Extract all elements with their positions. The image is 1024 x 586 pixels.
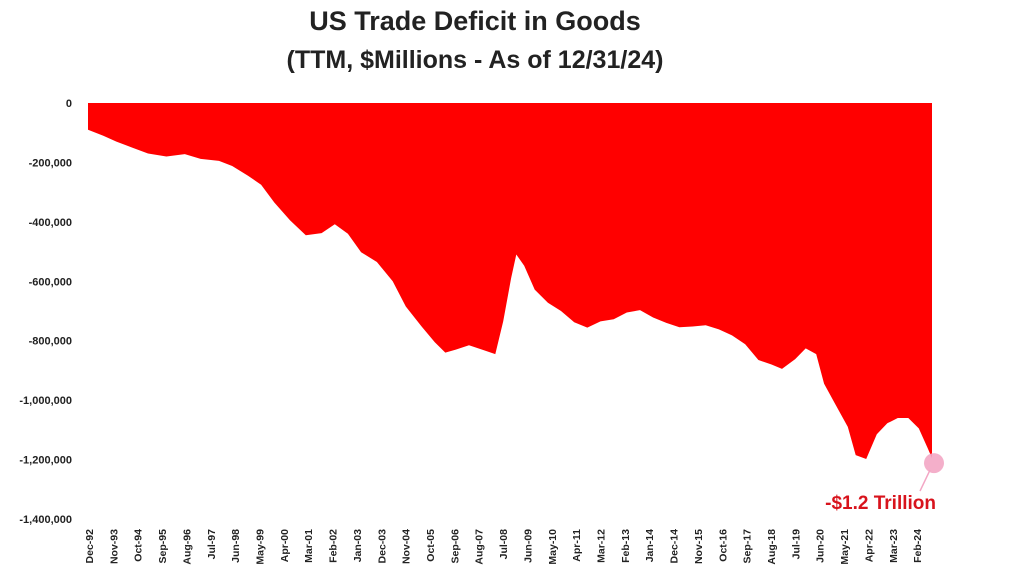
x-tick-label: Sep-95 xyxy=(157,529,169,564)
x-tick-label: Dec-92 xyxy=(84,529,96,564)
x-tick-label: Mar-23 xyxy=(888,529,900,563)
x-tick-label: Jun-20 xyxy=(815,529,827,563)
x-tick-label: Sep-17 xyxy=(742,529,754,564)
y-tick-label: -600,000 xyxy=(29,276,72,288)
y-tick-label: -1,000,000 xyxy=(19,395,72,407)
x-tick-label: Mar-01 xyxy=(303,529,315,563)
x-tick-label: Dec-14 xyxy=(669,529,681,564)
y-tick-label: -1,400,000 xyxy=(19,514,72,526)
x-tick-label: Aug-18 xyxy=(766,529,778,565)
x-tick-label: Jun-98 xyxy=(230,529,242,563)
x-tick-label: Feb-13 xyxy=(620,529,632,563)
x-tick-label: Aug-07 xyxy=(474,529,486,565)
x-tick-label: Mar-12 xyxy=(596,529,608,563)
x-tick-label: Aug-96 xyxy=(181,529,193,565)
x-tick-label: Jan-03 xyxy=(352,529,364,562)
x-tick-label: Apr-00 xyxy=(279,529,291,562)
x-tick-label: Oct-94 xyxy=(133,529,145,562)
x-tick-label: Jul-97 xyxy=(206,529,218,560)
annotation-leader-line xyxy=(919,469,931,492)
x-tick-label: Feb-24 xyxy=(912,529,924,563)
x-tick-label: Nov-15 xyxy=(693,529,705,564)
x-tick-label: Dec-03 xyxy=(376,529,388,564)
chart-subtitle: (TTM, $Millions - As of 12/31/24) xyxy=(286,46,664,74)
y-tick-label: -800,000 xyxy=(29,336,72,348)
y-tick-label: 0 xyxy=(66,98,72,110)
chart-title: US Trade Deficit in Goods xyxy=(309,6,641,36)
x-tick-label: Jul-19 xyxy=(790,529,802,560)
x-tick-label: Feb-02 xyxy=(328,529,340,563)
x-tick-label: Oct-05 xyxy=(425,529,437,562)
x-tick-label: Jan-14 xyxy=(644,529,656,562)
x-tick-label: Jul-08 xyxy=(498,529,510,560)
x-tick-label: Nov-04 xyxy=(401,529,413,564)
x-tick-label: Apr-22 xyxy=(863,529,875,562)
deficit-area xyxy=(88,103,932,459)
highlight-marker xyxy=(924,453,944,474)
y-tick-label: -1,200,000 xyxy=(19,455,72,467)
x-tick-label: Jun-09 xyxy=(522,529,534,563)
y-tick-label: -200,000 xyxy=(29,157,72,169)
y-tick-label: -400,000 xyxy=(29,217,72,229)
x-tick-label: Apr-11 xyxy=(571,529,583,562)
x-tick-label: May-21 xyxy=(839,529,851,565)
annotation-label: -$1.2 Trillion xyxy=(825,493,936,514)
x-tick-label: Sep-06 xyxy=(449,529,461,564)
x-tick-label: May-99 xyxy=(255,529,267,565)
x-tick-label: Nov-93 xyxy=(108,529,120,564)
x-tick-label: Oct-16 xyxy=(717,529,729,562)
x-tick-label: May-10 xyxy=(547,529,559,565)
